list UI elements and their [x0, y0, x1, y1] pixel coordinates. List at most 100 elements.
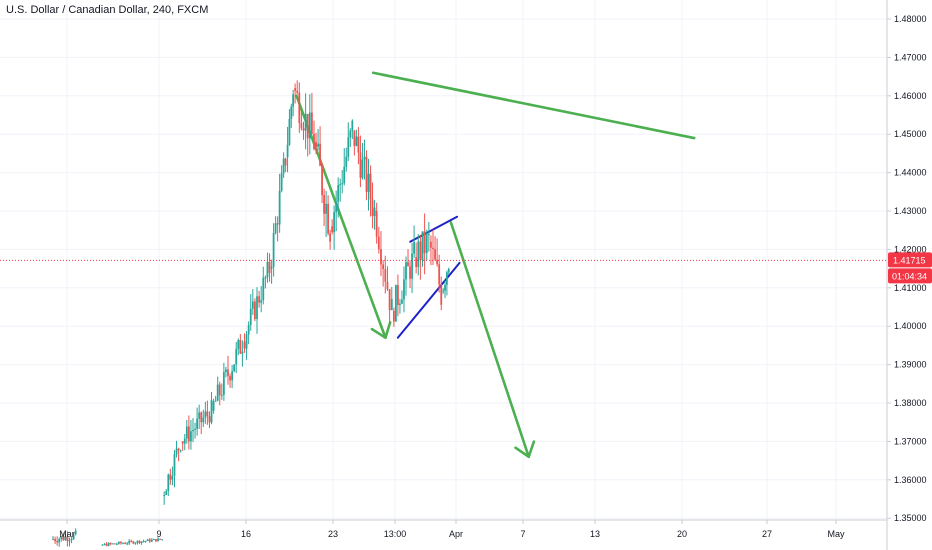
candle-body — [54, 539, 56, 542]
countdown-value: 01:04:34 — [892, 271, 927, 281]
candle-body — [262, 277, 265, 301]
price-tick-label: 1.45000 — [894, 129, 927, 139]
downtrend-arrow-2-head[interactable] — [514, 440, 536, 459]
time-tick-label: 7 — [520, 529, 525, 539]
time-tick-label: 23 — [328, 529, 338, 539]
downtrend-arrow-1[interactable] — [295, 94, 387, 340]
candle-body — [103, 543, 106, 545]
channel-lower[interactable] — [396, 261, 461, 339]
price-tick-label: 1.46000 — [894, 91, 927, 101]
candle-body — [388, 289, 391, 311]
candle-body — [181, 441, 184, 444]
candle-body — [447, 268, 450, 273]
candle-body — [115, 543, 118, 545]
candle-body — [423, 231, 426, 254]
candle-body — [239, 340, 242, 354]
candle-body — [231, 371, 234, 381]
candle-body — [384, 269, 387, 282]
candle-body — [241, 351, 244, 354]
candle-body — [405, 262, 407, 280]
price-tick-label: 1.38000 — [894, 398, 927, 408]
candle-body — [401, 299, 403, 304]
candle-body — [394, 284, 397, 322]
candle-body — [173, 454, 176, 476]
candle-body — [229, 376, 231, 381]
candle-body — [243, 341, 246, 349]
candle-body — [436, 259, 439, 265]
candle-body — [399, 303, 401, 305]
drawing-layer[interactable] — [295, 71, 696, 459]
candle-body — [196, 418, 199, 429]
candle-body — [64, 536, 67, 540]
candle-body — [165, 491, 168, 495]
candle-body — [369, 173, 372, 200]
candle-body — [427, 234, 430, 236]
candle-body — [155, 539, 157, 542]
candle-body — [66, 536, 69, 542]
candle-body — [345, 156, 348, 167]
candle-body — [430, 241, 432, 248]
price-axis[interactable]: 1.48000 1.47000 1.46000 1.45000 1.44000 1.430… — [886, 0, 932, 550]
candle-body — [225, 369, 227, 373]
price-tick-label: 1.36000 — [894, 475, 927, 485]
resistance-line[interactable] — [371, 71, 696, 140]
candle-body — [407, 262, 409, 267]
candle-body — [105, 543, 108, 546]
candle-body — [222, 372, 225, 395]
candle-body — [113, 543, 116, 545]
channel-upper[interactable] — [409, 215, 459, 243]
candle-body — [204, 411, 207, 418]
downtrend-arrow-1-head[interactable] — [370, 321, 392, 340]
candle-body — [280, 173, 283, 191]
candle-body — [138, 540, 141, 544]
candle-body — [245, 334, 248, 349]
time-axis[interactable]: Mar 9 16 23 13:00 Apr 7 13 20 27 May — [0, 519, 887, 539]
candle-body — [286, 144, 289, 158]
candle-body — [251, 301, 254, 309]
candle-body — [72, 534, 75, 540]
candles-layer — [52, 80, 450, 547]
candle-body — [107, 543, 110, 546]
candle-body — [361, 159, 364, 178]
candle-body — [390, 298, 393, 311]
candle-body — [290, 106, 293, 119]
candle-body — [142, 541, 145, 543]
candle-body — [52, 539, 54, 541]
candle-body — [179, 450, 182, 452]
price-tick-label: 1.44000 — [894, 168, 927, 178]
candle-body — [292, 94, 295, 107]
candle-body — [159, 538, 161, 540]
candle-body — [282, 158, 285, 174]
downtrend-arrow-2[interactable] — [449, 221, 531, 459]
price-tick-label: 1.43000 — [894, 206, 927, 216]
candle-body — [315, 141, 317, 147]
candle-body — [272, 232, 275, 267]
price-tick-label: 1.37000 — [894, 436, 927, 446]
candle-body — [62, 536, 65, 540]
candle-body — [233, 364, 236, 372]
candle-body — [415, 257, 418, 268]
candle-body — [434, 248, 436, 260]
candle-body — [304, 113, 307, 131]
candle-body — [136, 540, 139, 543]
candle-body — [220, 394, 223, 396]
candle-body — [351, 120, 354, 131]
candle-body — [343, 166, 346, 184]
time-tick-label: 9 — [156, 529, 161, 539]
candle-body — [101, 544, 104, 546]
price-tick-label: 1.35000 — [894, 513, 927, 523]
candle-body — [442, 290, 445, 292]
candle-body — [254, 301, 256, 320]
candle-body — [216, 384, 219, 401]
candle-body — [359, 152, 362, 178]
candle-body — [161, 539, 164, 541]
candle-body — [298, 92, 301, 124]
candle-body — [192, 430, 194, 432]
candle-body — [444, 284, 446, 291]
candle-body — [152, 539, 155, 541]
candle-body — [218, 384, 221, 396]
candle-body — [392, 310, 395, 322]
candle-body — [183, 438, 186, 444]
